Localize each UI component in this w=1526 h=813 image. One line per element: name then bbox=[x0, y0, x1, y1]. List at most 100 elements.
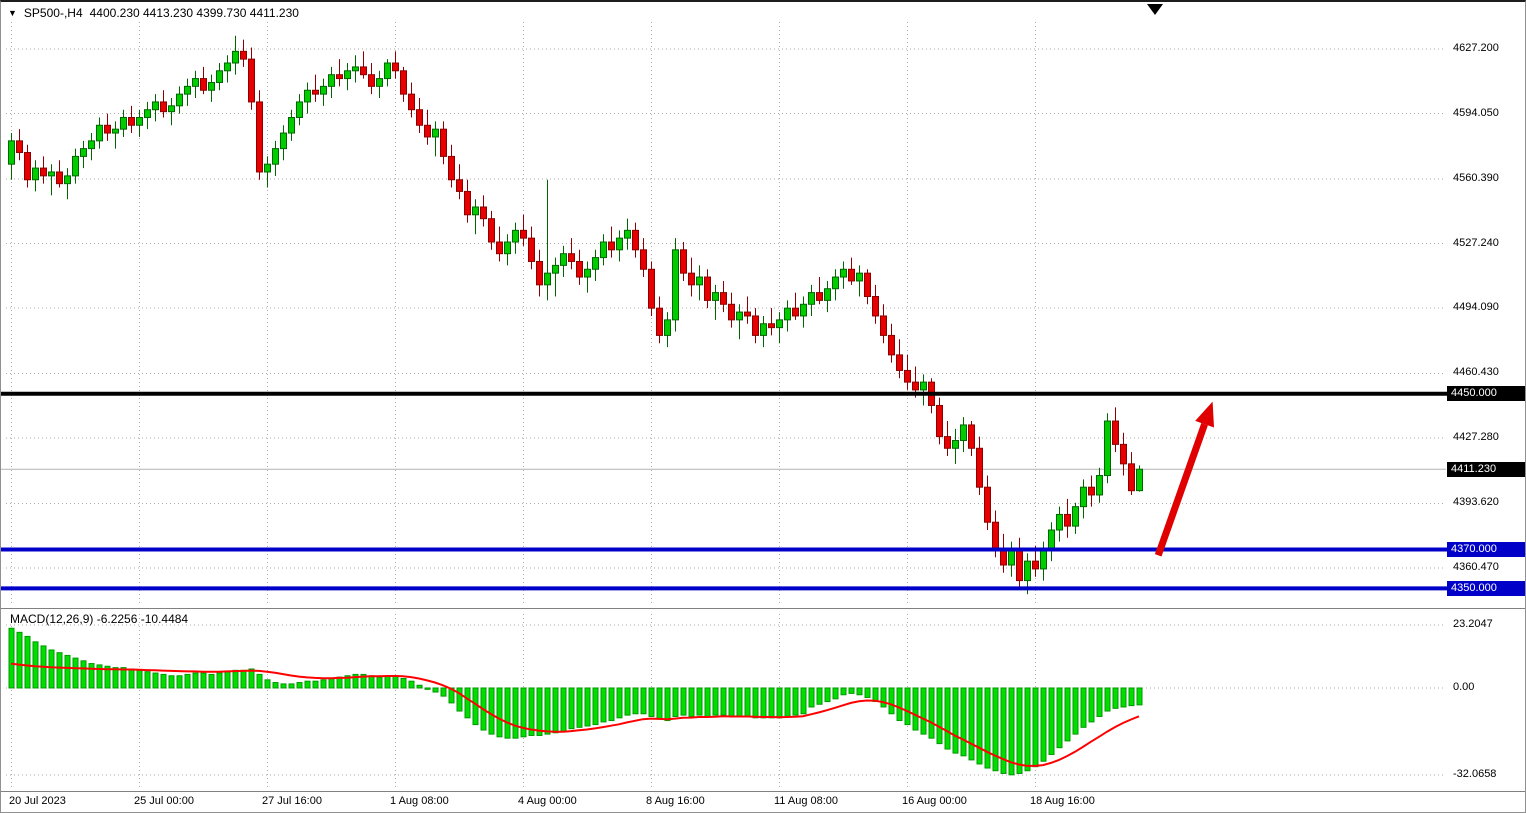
candle-bull bbox=[184, 85, 191, 95]
candle-bear bbox=[720, 292, 727, 305]
macd-axis-label: 23.2047 bbox=[1453, 618, 1493, 630]
time-axis-label: 18 Aug 16:00 bbox=[1030, 795, 1095, 807]
candle-bull bbox=[64, 175, 71, 185]
price-axis-label: 4594.050 bbox=[1453, 106, 1499, 119]
candle-bull bbox=[376, 78, 383, 87]
macd-bar bbox=[928, 687, 935, 739]
candle-bull bbox=[208, 81, 215, 91]
macd-bar bbox=[944, 687, 951, 750]
chart-shift-marker[interactable] bbox=[1147, 4, 1163, 15]
time-axis-label: 8 Aug 16:00 bbox=[646, 795, 705, 807]
macd-bar bbox=[840, 687, 847, 696]
macd-bar bbox=[256, 673, 263, 689]
macd-bar bbox=[168, 675, 175, 689]
candle-bear bbox=[976, 447, 983, 488]
candle-bear bbox=[816, 292, 823, 301]
candle-bull bbox=[504, 241, 511, 255]
macd-bar bbox=[112, 667, 119, 689]
macd-bar bbox=[1008, 687, 1015, 776]
candle-bull bbox=[296, 101, 303, 118]
macd-bar bbox=[688, 687, 695, 717]
macd-bar bbox=[920, 687, 927, 735]
time-axis-separator bbox=[1, 791, 1525, 792]
macd-bar bbox=[592, 687, 599, 726]
candle-bull bbox=[168, 105, 175, 113]
candle-bear bbox=[336, 74, 343, 80]
symbol-dropdown-icon[interactable]: ▼ bbox=[8, 7, 17, 18]
indicator-panel-separator[interactable] bbox=[1, 608, 1525, 609]
candle-bear bbox=[728, 303, 735, 321]
candle-bull bbox=[288, 116, 295, 134]
candle-bull bbox=[600, 241, 607, 259]
candle-bear bbox=[872, 296, 879, 317]
candle-bear bbox=[880, 315, 887, 336]
candle-bull bbox=[800, 303, 807, 317]
candle-bear bbox=[536, 260, 543, 286]
candle-bull bbox=[776, 319, 783, 329]
macd-bar bbox=[832, 687, 839, 700]
macd-bar bbox=[1096, 687, 1103, 717]
candle-bull bbox=[960, 424, 967, 441]
macd-axis-label: -32.0658 bbox=[1453, 768, 1497, 780]
candle-bear bbox=[992, 521, 999, 550]
macd-bar bbox=[440, 687, 447, 697]
candle-bull bbox=[920, 381, 927, 391]
candle-bear bbox=[1128, 463, 1135, 492]
candle-bear bbox=[1000, 548, 1007, 566]
time-axis-label: 25 Jul 00:00 bbox=[134, 795, 194, 807]
macd-bar bbox=[1056, 687, 1063, 749]
candle-bull bbox=[216, 70, 223, 83]
macd-bar bbox=[584, 687, 591, 727]
macd-bar bbox=[176, 675, 183, 689]
candle-bear bbox=[632, 229, 639, 251]
candle-bull bbox=[384, 62, 391, 80]
candle-bear bbox=[40, 167, 47, 177]
macd-bar bbox=[400, 677, 407, 689]
macd-bar bbox=[1120, 687, 1127, 708]
macd-bar bbox=[576, 687, 583, 728]
macd-bar bbox=[56, 652, 63, 689]
candle-bull bbox=[344, 70, 351, 80]
candle-bull bbox=[696, 276, 703, 286]
candle-bear bbox=[448, 155, 455, 181]
candle-bull bbox=[1072, 506, 1079, 527]
macd-bar bbox=[1088, 687, 1095, 723]
candle-bull bbox=[808, 292, 815, 305]
macd-bar bbox=[16, 631, 23, 689]
candle-bear bbox=[368, 74, 375, 87]
candle-bull bbox=[1008, 548, 1015, 566]
macd-bar bbox=[328, 677, 335, 689]
candle-bull bbox=[1048, 529, 1055, 550]
macd-signal-line bbox=[10, 662, 1140, 767]
macd-bar bbox=[368, 675, 375, 689]
macd-bar bbox=[296, 682, 303, 689]
time-axis-label: 4 Aug 00:00 bbox=[518, 795, 577, 807]
macd-bar bbox=[88, 663, 95, 689]
candle-bull bbox=[112, 128, 119, 134]
candle-bear bbox=[648, 268, 655, 309]
hline-price-badge: 4350.000 bbox=[1447, 580, 1525, 596]
macd-bar bbox=[304, 680, 311, 689]
trend-arrow-shaft[interactable] bbox=[1154, 423, 1208, 557]
candle-bull bbox=[72, 155, 79, 177]
macd-bar bbox=[776, 687, 783, 719]
candle-bull bbox=[592, 257, 599, 270]
macd-bar bbox=[560, 687, 567, 732]
candle-bull bbox=[80, 148, 87, 157]
candle-bull bbox=[32, 167, 39, 181]
macd-bar bbox=[24, 635, 31, 689]
trend-arrow-head[interactable] bbox=[1195, 401, 1215, 428]
candle-bear bbox=[488, 218, 495, 243]
macd-bar bbox=[424, 687, 431, 690]
candle-bull bbox=[552, 264, 559, 274]
candle-bull bbox=[784, 307, 791, 321]
candle-bear bbox=[912, 381, 919, 391]
macd-bar bbox=[232, 669, 239, 689]
macd-bar bbox=[536, 687, 543, 736]
candle-bear bbox=[200, 78, 207, 91]
macd-bar bbox=[280, 683, 287, 689]
candle-bear bbox=[464, 190, 471, 216]
ohlc-values-label: 4400.230 4413.230 4399.730 4411.230 bbox=[89, 6, 299, 20]
candle-bear bbox=[904, 369, 911, 383]
